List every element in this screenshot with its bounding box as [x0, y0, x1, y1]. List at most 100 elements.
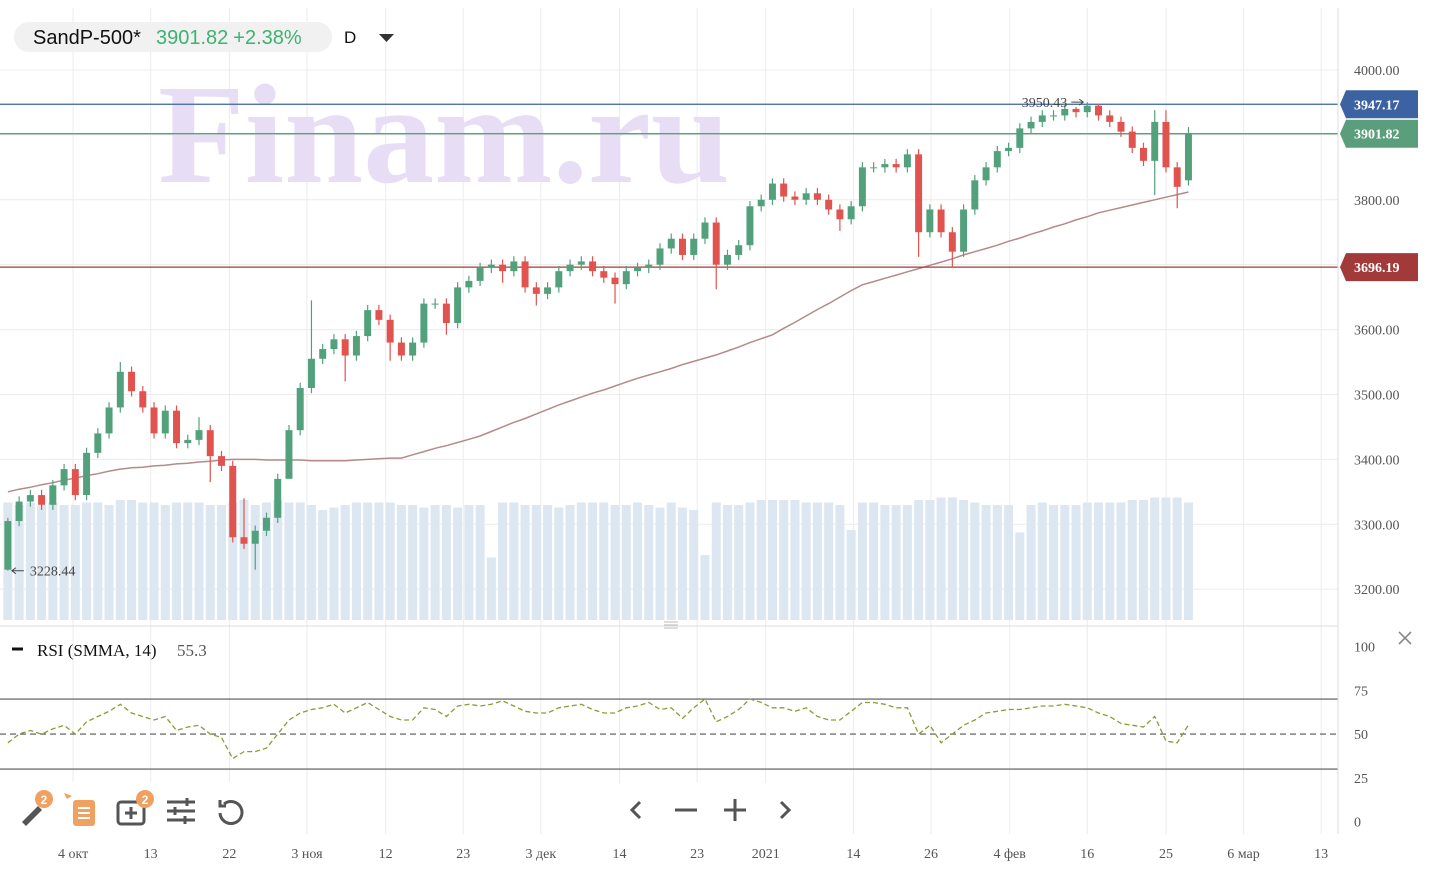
volume-bar: [666, 502, 676, 620]
settings-tool[interactable]: [167, 798, 195, 824]
volume-bar: [981, 505, 991, 620]
volume-bar: [408, 505, 418, 620]
candle-body: [26, 495, 34, 502]
candle-body: [1061, 108, 1069, 116]
candle-body: [679, 238, 686, 255]
x-tick-label: 23: [690, 847, 704, 862]
zoom-in[interactable]: [724, 799, 746, 821]
volume-bar: [14, 505, 24, 620]
resize-grip[interactable]: [664, 621, 678, 629]
candle-body: [274, 478, 282, 518]
interval-dropdown[interactable]: [379, 34, 394, 42]
y-tick-label: 3400.00: [1354, 453, 1400, 468]
symbol-pill[interactable]: [14, 22, 332, 52]
candle-body: [60, 469, 68, 486]
volume-bar: [104, 505, 114, 620]
badge-count: 2: [142, 793, 149, 807]
candle-body: [600, 271, 608, 278]
volume-bar: [1094, 502, 1104, 620]
moving-average: [7, 191, 1189, 493]
candle-body: [206, 430, 214, 457]
candle-body: [1005, 147, 1013, 152]
x-tick-label: 4 окт: [58, 847, 88, 862]
candle-body: [229, 465, 237, 538]
candle-body: [116, 371, 124, 408]
volume-bar: [475, 505, 485, 620]
candle-body: [892, 164, 900, 168]
candle-body: [577, 261, 585, 265]
volume-bar: [498, 502, 508, 620]
candle-body: [915, 154, 923, 233]
volume-bar: [172, 502, 182, 620]
candle-body: [420, 303, 428, 343]
volume-bar: [48, 502, 58, 620]
volume-bar: [1172, 497, 1182, 620]
add-indicator-tool[interactable]: [116, 800, 146, 826]
candle-body: [195, 430, 203, 440]
volume-bar: [1049, 505, 1059, 620]
volume-bar: [228, 502, 238, 620]
close-indicator[interactable]: [1398, 631, 1412, 645]
candle-body: [251, 530, 259, 544]
reset-tool[interactable]: [218, 800, 244, 825]
last-price: 3901.82: [156, 27, 228, 49]
low-arrow: [11, 567, 24, 575]
volume-bar: [396, 505, 406, 620]
badge-count: 2: [41, 793, 48, 807]
candle-body: [1173, 167, 1181, 187]
candle-body: [634, 267, 642, 272]
candle-body: [971, 180, 979, 210]
x-tick-label: 14: [613, 847, 627, 862]
scroll-right[interactable]: [779, 800, 792, 820]
plot-layer: [0, 102, 1338, 760]
x-tick-label: 22: [222, 847, 236, 862]
volume-bar: [115, 500, 125, 620]
volume-bar: [261, 502, 271, 620]
candle-body: [701, 222, 709, 239]
candle-body: [723, 254, 731, 265]
candle-body: [150, 407, 158, 434]
x-tick-label: 6 мар: [1227, 847, 1259, 862]
candle-body: [813, 193, 821, 200]
volume-bar: [677, 507, 687, 620]
candle-body: [645, 264, 653, 268]
volume-bar: [869, 502, 879, 620]
volume-bar: [700, 555, 710, 620]
interval[interactable]: D: [344, 28, 356, 47]
candle-body: [1128, 131, 1136, 148]
candle-body: [352, 336, 360, 356]
symbol: SandP-500*: [33, 27, 141, 49]
x-tick-label: 12: [379, 847, 393, 862]
candle-body: [262, 517, 270, 531]
volume-bar: [127, 500, 137, 620]
volume-bar: [1082, 502, 1092, 620]
volume-bar: [925, 500, 935, 620]
volume-bar: [239, 500, 249, 620]
x-tick-label: 14: [846, 847, 860, 862]
candle-body: [442, 303, 450, 324]
volume-bar: [1026, 505, 1036, 620]
volume-bar: [824, 502, 834, 620]
volume-bar: [959, 500, 969, 620]
volume-bar: [779, 500, 789, 620]
volume-bar: [902, 505, 912, 620]
candle-body: [960, 209, 968, 252]
label-layer: 4 окт 13 22 3 ноя 12 23 3 дек 14 23 2021 14 26 4 фев…: [11, 64, 1418, 862]
volume-bar: [194, 502, 204, 620]
candle-body: [937, 209, 945, 233]
draw-tool[interactable]: [22, 806, 42, 826]
candle-body: [218, 456, 225, 466]
volume-bar: [363, 502, 373, 620]
candle-body: [881, 164, 889, 168]
high-annotation: 3950.43: [1022, 96, 1068, 111]
candle-body: [735, 245, 743, 255]
candle-body: [341, 339, 349, 356]
x-tick-label: 13: [144, 847, 158, 862]
candle-body: [802, 193, 810, 200]
candle-body: [307, 358, 315, 388]
scroll-left[interactable]: [629, 800, 642, 820]
candle-body: [1083, 105, 1091, 113]
volume-bar: [644, 505, 654, 620]
cursor-icon: [64, 793, 72, 799]
